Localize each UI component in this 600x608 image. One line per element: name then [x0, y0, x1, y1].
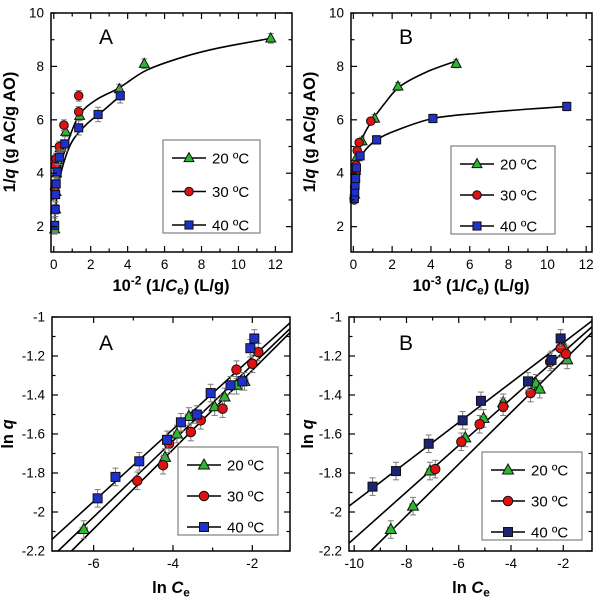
x-tick-label: -6	[453, 556, 465, 571]
x-tick-label: -6	[88, 556, 100, 571]
y-tick-label: -1.4	[22, 388, 46, 403]
y-tick-label: -1.6	[22, 427, 45, 442]
legend-box	[162, 139, 261, 234]
y-tick-label: -1.8	[319, 466, 342, 481]
chart-panel-bottom-right-B: -10 -8 -6 -4 -2 -1 -1.2 -1.4 -1.6 -1.8 -2 -2.2 ln Ce…	[300, 304, 600, 608]
y-tick-label: -1	[330, 310, 342, 325]
x-tick-label: 8	[198, 257, 206, 272]
legend-entry-label: 20 ºC	[212, 151, 249, 168]
legend: 20 ºC 30 ºC 40 ºC	[162, 139, 261, 235]
x-tick-label: 4	[427, 257, 435, 272]
y-tick-label: -2.2	[22, 544, 45, 559]
y-tick-label: -2	[330, 505, 342, 520]
legend-entry-label: 40 ºC	[500, 219, 537, 236]
axes-ticks	[51, 12, 292, 252]
x-axis-title: 10-3 (1/Ce) (L/g)	[412, 274, 529, 298]
series-40ºC	[367, 329, 566, 496]
tick-labels: -10 -8 -6 -4 -2 -1 -1.2 -1.4 -1.6 -1.8 -2 -2.2	[319, 310, 570, 572]
x-tick-label: -4	[167, 556, 179, 571]
legend: 20 ºC 30 ºC 40 ºC	[177, 446, 279, 537]
plot-frame	[50, 12, 293, 253]
legend-entry-label: 20 ºC	[227, 458, 264, 475]
x-tick-label: 6	[466, 257, 474, 272]
panel-label: A	[99, 26, 113, 49]
axes-ticks	[349, 316, 592, 552]
y-tick-label: -1.2	[22, 349, 45, 364]
tick-labels: -6 -4 -2 -1 -1.2 -1.4 -1.6 -1.8 -2 -2.2	[22, 310, 259, 572]
panel-label: B	[399, 26, 413, 49]
tick-labels: 0 2 4 6 8 10 12 2 4 6 8 10	[29, 6, 283, 273]
panel-label: A	[99, 332, 113, 355]
legend-entry-label: 20 ºC	[500, 157, 537, 174]
y-tick-label: -1	[33, 310, 45, 325]
y-tick-label: 8	[336, 59, 344, 74]
y-tick-label: 2	[336, 219, 344, 234]
x-tick-label: 12	[579, 257, 594, 272]
y-axis-title: 1/q (g AC/g AO)	[1, 72, 19, 193]
x-tick-label: 2	[388, 257, 396, 272]
y-tick-label: 6	[336, 112, 344, 127]
legend-entry-label: 20 ºC	[531, 463, 568, 480]
axes-ticks	[351, 12, 592, 252]
legend-box	[481, 451, 583, 541]
legend: 20 ºC 30 ºC 40 ºC	[450, 145, 556, 236]
x-tick-label: 4	[124, 257, 132, 272]
y-tick-label: 2	[36, 219, 44, 234]
x-axis-title: 10-2 (1/Ce) (L/g)	[112, 274, 229, 298]
x-tick-label: -4	[505, 556, 517, 571]
y-axis-title: ln q	[300, 419, 317, 448]
y-tick-label: 10	[329, 6, 344, 21]
series-40ºC	[92, 329, 260, 508]
y-tick-label: 4	[36, 166, 44, 181]
y-axis-title: ln q	[0, 419, 17, 448]
legend-box	[177, 446, 279, 536]
y-tick-label: -1.6	[319, 427, 342, 442]
legend-entry-label: 30 ºC	[212, 184, 249, 201]
legend-entry-label: 30 ºC	[500, 188, 537, 205]
y-tick-label: -2	[33, 505, 45, 520]
x-axis-title: ln Ce	[452, 579, 490, 600]
x-axis-title: ln Ce	[152, 579, 190, 600]
axes-ticks	[52, 316, 290, 552]
y-tick-label: 8	[36, 59, 44, 74]
series-40ºC	[349, 101, 572, 204]
plot-frame	[350, 12, 593, 253]
series-40ºC	[50, 88, 125, 234]
y-tick-label: 4	[336, 166, 344, 181]
x-tick-label: 12	[268, 257, 283, 272]
y-tick-label: -1.8	[22, 466, 45, 481]
x-tick-label: 0	[350, 257, 358, 272]
panel-label: B	[399, 332, 413, 355]
y-axis-title: 1/q (g AC/g AO)	[301, 72, 319, 193]
legend-entry-label: 40 ºC	[212, 218, 249, 235]
legend-entry-label: 30 ºC	[227, 489, 264, 506]
legend-box	[450, 145, 556, 235]
chart-panel-top-right-B: 0 2 4 6 8 10 12 2 4 6 8 10 10-3 (1/Ce) (L/g) 1/q (g A…	[300, 0, 600, 304]
y-tick-label: -1.4	[319, 388, 343, 403]
x-tick-label: 0	[50, 257, 58, 272]
x-tick-label: -2	[246, 556, 258, 571]
y-tick-label: 10	[29, 6, 44, 21]
chart-panel-bottom-left-A: -6 -4 -2 -1 -1.2 -1.4 -1.6 -1.8 -2 -2.2 ln Ce ln q A…	[0, 304, 300, 608]
legend-entry-label: 40 ºC	[531, 525, 568, 542]
y-tick-label: -2.2	[319, 544, 342, 559]
x-tick-label: -10	[344, 556, 364, 571]
legend-entry-label: 40 ºC	[227, 520, 264, 537]
x-tick-label: 10	[231, 257, 246, 272]
x-tick-label: 10	[540, 257, 555, 272]
y-tick-label: 6	[36, 112, 44, 127]
tick-labels: 0 2 4 6 8 10 12 2 4 6 8 10	[329, 6, 594, 273]
legend: 20 ºC 30 ºC 40 ºC	[481, 451, 583, 542]
x-tick-label: 2	[87, 257, 95, 272]
y-tick-label: -1.2	[319, 349, 342, 364]
x-tick-label: -8	[400, 556, 412, 571]
x-tick-label: -2	[557, 556, 569, 571]
x-tick-label: 8	[505, 257, 513, 272]
x-tick-label: 6	[161, 257, 169, 272]
legend-entry-label: 30 ºC	[531, 494, 568, 511]
